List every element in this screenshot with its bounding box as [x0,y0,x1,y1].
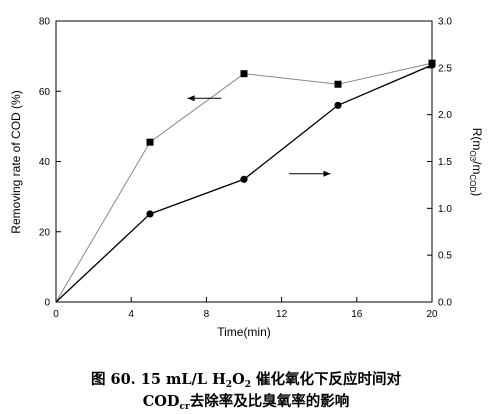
y-right-tick-label: 2.0 [438,110,452,121]
annotation-arrows [187,95,331,177]
caption-sub-h2: 2 [225,380,233,390]
caption-sub-o2: 2 [244,380,251,390]
x-axis-title: Time(min) [217,325,271,339]
arrow-right-head [323,170,331,177]
caption-concentration: 0. 15 mL/L H [120,371,226,388]
caption-text2: 去除率及比臭氧率的影响 [189,393,350,410]
x-tick-label: 20 [426,309,438,320]
x-tick-label: 4 [128,309,134,320]
data-point-circle [240,175,248,183]
x-tick-label: 16 [351,309,363,320]
caption-cod: COD [142,393,180,410]
y-left-tick-label: 20 [39,227,51,238]
y-right-tick-label: 1.5 [438,157,452,168]
x-tick-label: 0 [53,309,59,320]
y-right-tick-label: 0.5 [438,251,452,262]
right-axis-title: R(mO3/mCOD) [468,128,484,196]
caption-o: O [232,371,245,388]
series-line-circle [55,64,433,303]
y-left-tick-label: 60 [39,87,51,98]
y-right-tick-label: 2.5 [438,63,452,74]
data-point-circle [146,210,154,218]
arrow-left-head [187,95,195,102]
y-right-tick-label: 0.0 [438,298,452,309]
y-right-tick-label: 3.0 [438,17,452,28]
figure-caption-line2: CODcr去除率及比臭氧率的影响 [0,390,492,412]
x-tick-label: 8 [204,309,210,320]
y-left-tick-label: 0 [44,298,50,309]
y-left-tick-label: 40 [39,157,51,168]
chart: 0 4 8 12 16 200204060800.00.51.01.52.02.53.0 … [9,17,484,340]
caption-text1: 催化氧化下反应时间对 [250,371,402,388]
y-right-tick-label: 1.0 [438,204,452,215]
x-tick-label: 12 [276,309,288,320]
left-axis-title: Removing rate of COD (%) [9,90,23,233]
plot-frame [55,20,433,303]
figure-label: 图 6 [90,371,121,388]
y-left-tick-label: 80 [39,17,51,28]
data-point-square [146,138,154,146]
data-point-square [240,70,248,78]
ticks: 0 4 8 12 16 20 0 20 40 60 80 0.0 0.5 1.0 1.5 2.0 2.5 3.0 [39,17,452,321]
data-point-square [334,80,342,88]
caption-sub-cr: cr [179,402,190,412]
data-point-circle [334,101,342,109]
figure-caption-line1: 图 60. 15 mL/L H2O2 催化氧化下反应时间对 [0,368,492,390]
data-point-circle [428,61,436,69]
series-layer [55,59,436,303]
